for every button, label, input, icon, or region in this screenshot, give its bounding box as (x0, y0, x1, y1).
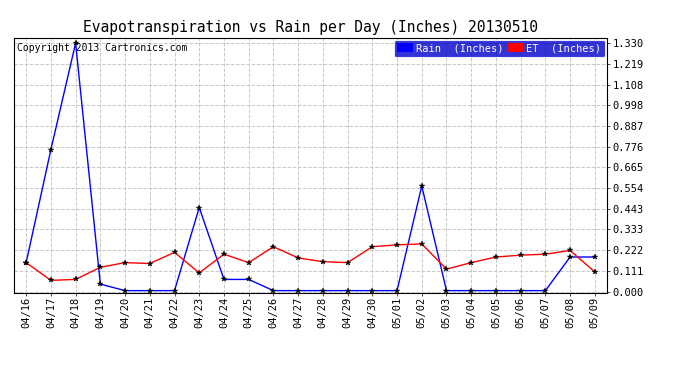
Title: Evapotranspiration vs Rain per Day (Inches) 20130510: Evapotranspiration vs Rain per Day (Inch… (83, 20, 538, 35)
Text: Copyright 2013 Cartronics.com: Copyright 2013 Cartronics.com (17, 43, 187, 52)
Legend: Rain  (Inches), ET  (Inches): Rain (Inches), ET (Inches) (394, 40, 605, 57)
